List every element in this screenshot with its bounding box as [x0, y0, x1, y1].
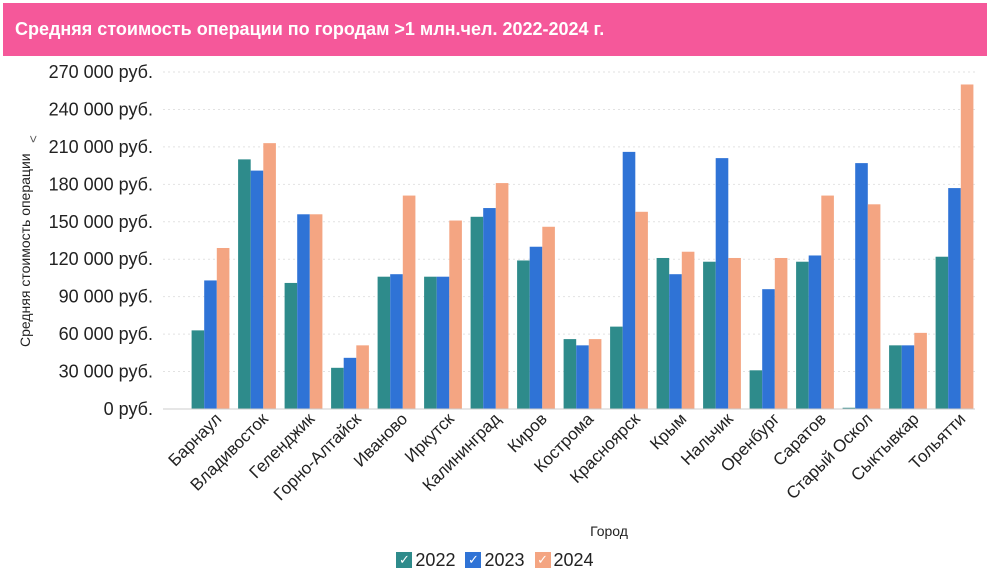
bar-2024[interactable]: [681, 251, 695, 409]
checkbox-icon[interactable]: ✓: [534, 552, 551, 568]
y-tick-label: 270 000 руб.: [49, 62, 153, 82]
bar-2022[interactable]: [610, 326, 623, 409]
bar-2023[interactable]: [297, 214, 310, 409]
bar-2024[interactable]: [495, 183, 509, 409]
bar-2023[interactable]: [808, 255, 822, 409]
bars: [191, 84, 974, 410]
bar-2024[interactable]: [728, 257, 741, 409]
y-tick-label: 60 000 руб.: [59, 324, 153, 344]
y-axis-ticks: 0 руб. 30 000 руб. 60 000 руб. 90 000 руб. 1…: [49, 62, 153, 419]
bar-2023[interactable]: [762, 289, 775, 409]
bar-2023[interactable]: [483, 208, 496, 409]
bar-2022[interactable]: [470, 216, 484, 409]
legend-label: 2022: [415, 549, 456, 570]
bar-2022[interactable]: [889, 345, 902, 409]
bar-2022[interactable]: [656, 257, 670, 409]
y-axis-label-toggle-icon[interactable]: >: [26, 135, 41, 143]
y-tick-label: 120 000 руб.: [49, 249, 153, 269]
bar-2024[interactable]: [914, 332, 927, 409]
bar-2022[interactable]: [238, 159, 251, 409]
bar-2024[interactable]: [867, 204, 881, 409]
y-tick-label: 0 руб.: [104, 399, 153, 419]
bar-2023[interactable]: [250, 170, 264, 409]
y-axis-label: Средняя стоимость операции: [17, 153, 33, 347]
legend-label: 2024: [553, 549, 594, 570]
bar-2022[interactable]: [331, 367, 344, 409]
bar-2024[interactable]: [449, 220, 462, 409]
y-tick-label: 150 000 руб.: [49, 212, 153, 232]
y-tick-label: 30 000 руб.: [59, 362, 153, 382]
bar-2023[interactable]: [901, 345, 915, 409]
y-tick-label: 210 000 руб.: [49, 137, 153, 157]
x-axis-label: Город: [590, 523, 628, 539]
bar-2024[interactable]: [263, 143, 276, 409]
legend-label: 2023: [484, 549, 525, 570]
bar-2023[interactable]: [622, 151, 636, 410]
legend-item-2024[interactable]: ✓ 2024: [534, 549, 594, 571]
bar-2023[interactable]: [669, 274, 682, 409]
y-tick-label: 90 000 руб.: [59, 287, 153, 307]
checkbox-icon[interactable]: ✓: [465, 552, 482, 568]
bar-2022[interactable]: [377, 276, 391, 409]
legend-item-2022[interactable]: ✓ 2022: [396, 550, 455, 571]
bar-2022[interactable]: [749, 370, 763, 409]
bar-2022[interactable]: [842, 407, 856, 409]
bar-2024[interactable]: [402, 195, 416, 409]
bar-2023[interactable]: [436, 276, 450, 409]
legend: ✓ 2022 ✓ 2023 ✓ 2024: [0, 546, 990, 574]
bar-2024[interactable]: [216, 247, 230, 409]
checkbox-icon[interactable]: ✓: [396, 552, 413, 568]
x-tick-label: Крым: [646, 409, 690, 453]
bar-2022[interactable]: [517, 260, 530, 409]
bar-2023[interactable]: [343, 357, 357, 409]
bar-2023[interactable]: [529, 246, 543, 409]
chart-title: Средняя стоимость операции по городам >1…: [15, 19, 605, 39]
bar-2022[interactable]: [935, 256, 949, 409]
chart-title-bar: Средняя стоимость операции по городам >1…: [3, 3, 987, 56]
bar-2023[interactable]: [855, 163, 868, 409]
bar-2022[interactable]: [703, 261, 716, 409]
legend-item-2023[interactable]: ✓ 2023: [465, 549, 525, 571]
bar-2023[interactable]: [390, 274, 403, 409]
bar-2023[interactable]: [948, 188, 961, 409]
bar-2022[interactable]: [563, 339, 577, 409]
bar-2022[interactable]: [191, 330, 205, 409]
bar-2024[interactable]: [309, 214, 323, 409]
x-axis-ticks: БарнаулВладивостокГеленджикГорно-Алтайск…: [165, 409, 970, 504]
bar-2024[interactable]: [774, 257, 788, 409]
bar-2024[interactable]: [542, 226, 555, 409]
bar-2024[interactable]: [635, 211, 648, 409]
bar-2022[interactable]: [424, 276, 437, 409]
y-tick-label: 180 000 руб.: [49, 174, 153, 194]
bar-2023[interactable]: [715, 158, 729, 409]
bar-2024[interactable]: [588, 339, 602, 409]
bar-2023[interactable]: [576, 345, 589, 409]
bar-2023[interactable]: [204, 280, 217, 409]
bar-2024[interactable]: [960, 84, 974, 410]
bar-2024[interactable]: [821, 195, 834, 409]
bar-2022[interactable]: [796, 261, 809, 409]
bar-2022[interactable]: [284, 282, 298, 409]
bar-2024[interactable]: [356, 345, 369, 409]
y-tick-label: 240 000 руб.: [49, 99, 153, 119]
